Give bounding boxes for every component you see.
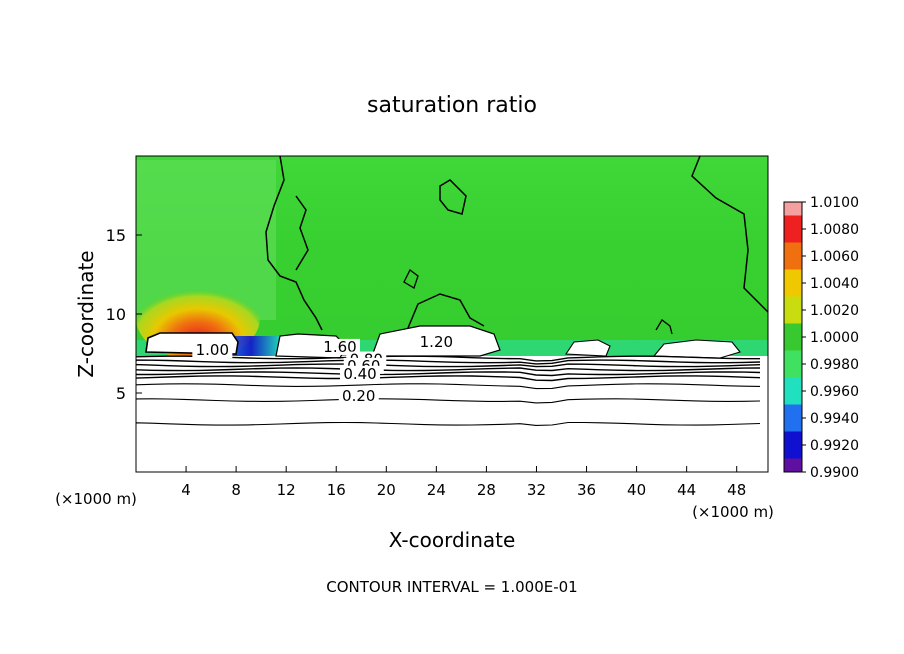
colorbar-label: 1.0080 bbox=[810, 222, 859, 238]
contour-label-mask bbox=[192, 342, 233, 359]
contour-s100-6 bbox=[403, 269, 419, 289]
x-tick-label: 20 bbox=[377, 481, 396, 499]
y-tick-label: 5 bbox=[116, 384, 126, 403]
colorbar-swatch bbox=[784, 458, 802, 472]
contour-line bbox=[136, 398, 761, 404]
contour-line bbox=[136, 359, 761, 365]
contour-label: 1.00 bbox=[196, 341, 229, 359]
contour-labels: 1.001.601.200.800.600.400.20 bbox=[192, 333, 457, 405]
x-tick-label: 40 bbox=[627, 481, 646, 499]
colorbar-label: 0.9920 bbox=[810, 438, 859, 454]
contour-label: 0.20 bbox=[342, 387, 375, 405]
cloud-top-4 bbox=[565, 339, 611, 357]
contour-s100-3 bbox=[407, 293, 485, 329]
contour-line bbox=[136, 371, 761, 377]
colorbar-label: 0.9960 bbox=[810, 384, 859, 400]
colorbar-swatch bbox=[784, 296, 802, 324]
y-axis-unit-label: (×1000 m) bbox=[55, 490, 137, 508]
contour-label-mask bbox=[416, 334, 457, 351]
x-tick-label: 16 bbox=[327, 481, 346, 499]
x-axis-unit-label: (×1000 m) bbox=[692, 503, 774, 521]
colorbar-swatch bbox=[784, 323, 802, 351]
x-tick-label: 8 bbox=[231, 481, 241, 499]
colorbar-swatch bbox=[784, 202, 802, 216]
x-tick-label: 36 bbox=[577, 481, 596, 499]
colorbar: 1.0100 1.0080 1.0060 1.0040 1.0020 1.0000 0.99… bbox=[783, 195, 859, 481]
colorbar-label: 1.0100 bbox=[810, 195, 859, 211]
contour-interval-footer: CONTOUR INTERVAL = 1.000E-01 bbox=[326, 578, 577, 596]
x-tick-label: 28 bbox=[477, 481, 496, 499]
colorbar-label: 1.0060 bbox=[810, 249, 859, 265]
x-tick-label: 48 bbox=[727, 481, 746, 499]
colorbar-swatch bbox=[784, 431, 802, 459]
contour-label: 1.20 bbox=[420, 333, 453, 351]
contour-line bbox=[136, 421, 761, 426]
x-axis: 4 8 12 16 20 24 28 32 36 40 44 48 bbox=[136, 466, 768, 499]
contour-label-mask bbox=[338, 387, 379, 404]
x-axis-label: X-coordinate bbox=[389, 528, 516, 552]
colorbar-swatch bbox=[784, 242, 802, 270]
x-tick-label: 4 bbox=[181, 481, 191, 499]
x-tick-label: 24 bbox=[427, 481, 446, 499]
contour-line bbox=[136, 363, 761, 368]
colorbar-label: 1.0000 bbox=[810, 330, 859, 346]
contour-label: 0.40 bbox=[343, 365, 376, 383]
contour-line bbox=[136, 367, 761, 372]
chart-title: saturation ratio bbox=[367, 93, 537, 118]
contour-line bbox=[136, 383, 761, 390]
contour-lines bbox=[136, 355, 761, 426]
x-tick-label: 32 bbox=[527, 481, 546, 499]
colorbar-label: 1.0040 bbox=[810, 276, 859, 292]
contour-s100-2 bbox=[439, 179, 467, 215]
colorbar-swatch bbox=[784, 350, 802, 378]
plot-area bbox=[136, 156, 768, 472]
contour-s100-1 bbox=[265, 156, 323, 331]
y-tick-label: 15 bbox=[106, 226, 126, 245]
x-tick-label: 44 bbox=[677, 481, 696, 499]
colorbar-swatch bbox=[784, 404, 802, 432]
contour-label-mask bbox=[340, 365, 381, 382]
colorbar-label: 0.9900 bbox=[810, 465, 859, 481]
colorbar-label: 0.9940 bbox=[810, 411, 859, 427]
y-axis: 5 10 15 bbox=[106, 226, 142, 403]
contour-s100-4 bbox=[691, 156, 768, 313]
y-axis-label: Z-coordinate bbox=[74, 250, 98, 377]
x-tick-label: 12 bbox=[277, 481, 296, 499]
y-tick-label: 10 bbox=[106, 305, 126, 324]
colorbar-label: 0.9980 bbox=[810, 357, 859, 373]
contour-line bbox=[136, 375, 761, 382]
contour-s100-5 bbox=[655, 319, 673, 335]
colorbar-label: 1.0020 bbox=[810, 303, 859, 319]
colorbar-swatch bbox=[784, 215, 802, 243]
contour-label-mask bbox=[319, 338, 360, 355]
colorbar-swatch bbox=[784, 269, 802, 297]
colorbar-swatch bbox=[784, 377, 802, 405]
contour-label: 1.60 bbox=[323, 338, 356, 356]
